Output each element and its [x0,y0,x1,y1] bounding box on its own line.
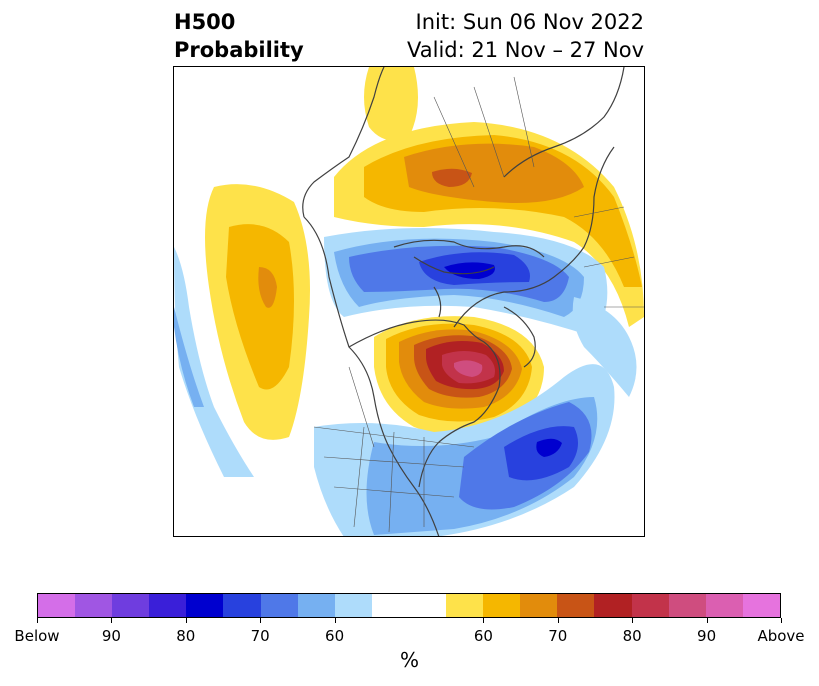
map-canvas [174,67,644,536]
colorbar-above-swatch [594,594,632,617]
colorbar [37,593,781,618]
arctic-below-80 [444,262,495,279]
europe-below-60 [572,297,637,397]
colorbar-tick-label: 70 [250,627,270,645]
colorbar-tick-label: Below [14,627,60,645]
colorbar-tick-mark [111,618,112,623]
colorbar-below-swatch [149,594,187,617]
atlantic-below-80 [536,438,562,457]
colorbar-tick-label: 80 [622,627,642,645]
plot-title-right: Init: Sun 06 Nov 2022 Valid: 21 Nov – 27… [407,8,644,64]
colorbar-below-swatch [260,594,298,617]
colorbar-above-swatch [742,594,780,617]
colorbar-below-swatch [334,594,372,617]
colorbar-above-swatch [483,594,521,617]
siberia-above-70 [404,143,584,203]
colorbar-neutral-swatch [371,594,447,617]
colorbar-tick-mark [37,618,38,623]
coastlines [302,67,625,536]
colorbar-above-swatch [446,594,484,617]
colorbar-tick-label: 60 [473,627,493,645]
colorbar-tick-label: 80 [176,627,196,645]
pacific-edge-below [174,247,254,477]
colorbar-above-swatch [631,594,669,617]
colorbar-below-swatch [75,594,113,617]
pacific-above-65 [226,224,294,390]
colorbar-tick-label: 90 [697,627,717,645]
colorbar-tick-mark [707,618,708,623]
canada-above-90 [454,360,483,377]
pacific-above-70 [258,267,277,308]
colorbar-tick-label: 60 [325,627,345,645]
colorbar-below-swatch [223,594,261,617]
colorbar-above-swatch [557,594,595,617]
colorbar-above-swatch [520,594,558,617]
colorbar-tick-mark [483,618,484,623]
title-probability: Probability [174,38,304,62]
borders [313,76,644,533]
colorbar-below-swatch [112,594,150,617]
colorbar-tick-mark [186,618,187,623]
siberia-above-75 [432,168,472,187]
colorbar-tick-label: 70 [548,627,568,645]
colorbar-tick-label: Above [757,627,805,645]
colorbar-units: % [399,648,419,672]
plot-title-left: H500 Probability [174,8,304,64]
colorbar-tick-label: 90 [101,627,121,645]
colorbar-above-swatch [705,594,743,617]
colorbar-tick-mark [335,618,336,623]
colorbar-tick-mark [632,618,633,623]
title-h500: H500 [174,10,236,34]
colorbar-above-swatch [668,594,706,617]
colorbar-tick-mark [781,618,782,623]
colorbar-tick-mark [260,618,261,623]
colorbar-below-swatch [38,594,76,617]
init-date: Init: Sun 06 Nov 2022 [415,10,644,34]
colorbar-below-swatch [297,594,335,617]
colorbar-below-swatch [186,594,224,617]
valid-range: Valid: 21 Nov – 27 Nov [407,38,644,62]
probability-map [173,66,645,537]
colorbar-tick-mark [558,618,559,623]
pacific-edge-below2 [174,307,204,407]
